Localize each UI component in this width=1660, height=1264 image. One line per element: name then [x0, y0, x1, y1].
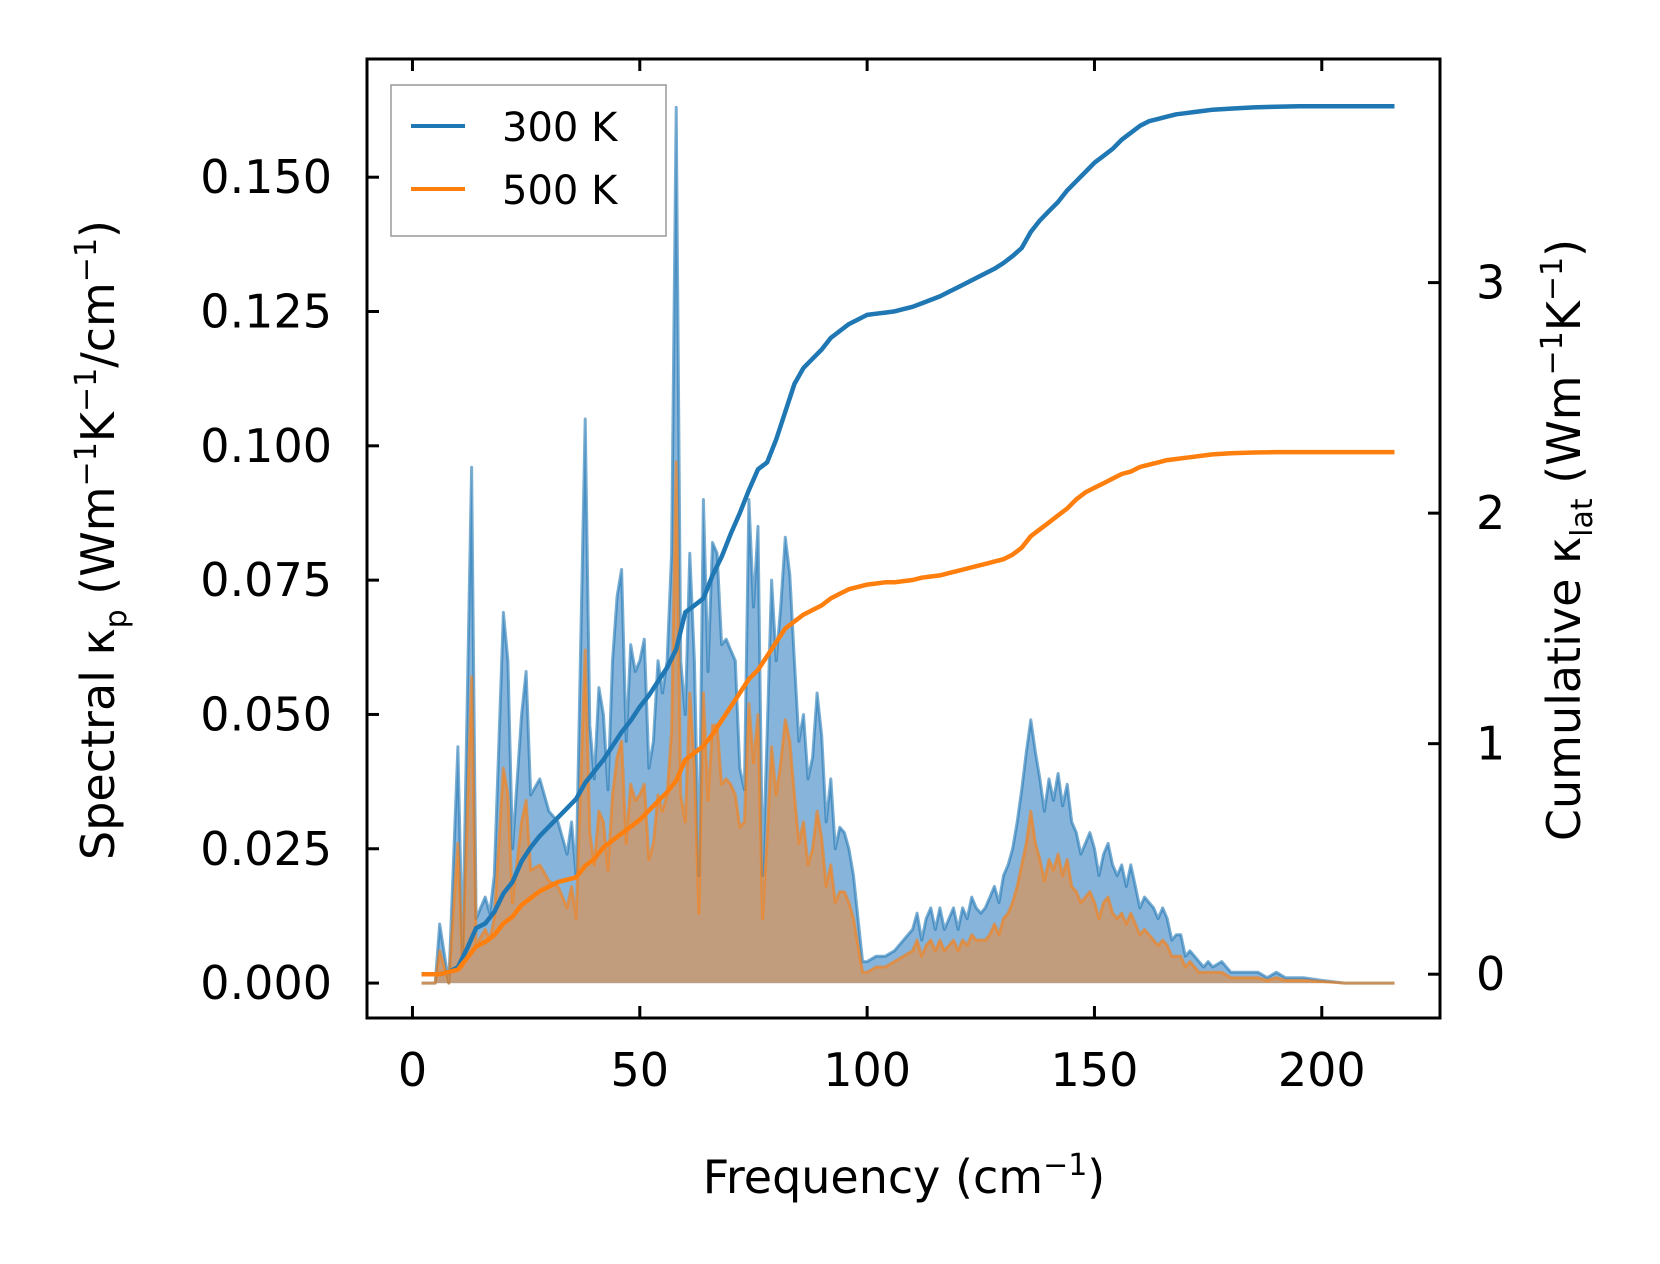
- x-tick-label: 0: [398, 1043, 427, 1097]
- spectral-area-300k: [421, 107, 1395, 984]
- y-tick-label-left: 0.000: [200, 956, 332, 1010]
- cumulative-line-300k: [421, 104, 1395, 977]
- y-tick-label-right: 1: [1476, 717, 1505, 771]
- y-tick-label-left: 0.150: [200, 150, 332, 204]
- legend-label-300k: 300 K: [502, 105, 619, 151]
- y-tick-label-left: 0.050: [200, 687, 332, 741]
- x-tick-label: 100: [823, 1043, 911, 1097]
- y-axis-label-left: Spectral κp (Wm−1K−1/cm−1): [69, 220, 134, 860]
- x-tick-label: 50: [611, 1043, 670, 1097]
- y-tick-label-right: 3: [1476, 256, 1505, 310]
- y-tick-label-right: 0: [1476, 947, 1505, 1001]
- x-tick-label: 200: [1278, 1043, 1366, 1097]
- y-tick-label-left: 0.075: [200, 553, 332, 607]
- legend-box: [390, 84, 667, 237]
- x-axis-label: Frequency (cm−1): [703, 1148, 1106, 1204]
- cumulative-line-500k: [421, 449, 1395, 977]
- legend: 300 K 500 K: [390, 84, 667, 237]
- spectral-line-500k: [421, 460, 1395, 985]
- spectral-line-300k: [421, 105, 1395, 985]
- x-tick-label: 150: [1051, 1043, 1139, 1097]
- plot-layer: [421, 104, 1395, 985]
- y-tick-label-left: 0.025: [200, 822, 332, 876]
- y-tick-label-right: 2: [1476, 486, 1505, 540]
- tick-layer: 0 50 100 150 200 0.000 0.025 0.050 0.075 0.100 0.1…: [200, 59, 1505, 1097]
- spectral-area-500k: [421, 461, 1395, 984]
- y-tick-label-left: 0.125: [200, 285, 332, 339]
- y-axis-label-right: Cumulative κlat (Wm−1K−1): [1535, 239, 1600, 841]
- legend-label-500k: 500 K: [502, 168, 619, 214]
- plot-frame: [365, 57, 1442, 1020]
- y-tick-label-left: 0.100: [200, 419, 332, 473]
